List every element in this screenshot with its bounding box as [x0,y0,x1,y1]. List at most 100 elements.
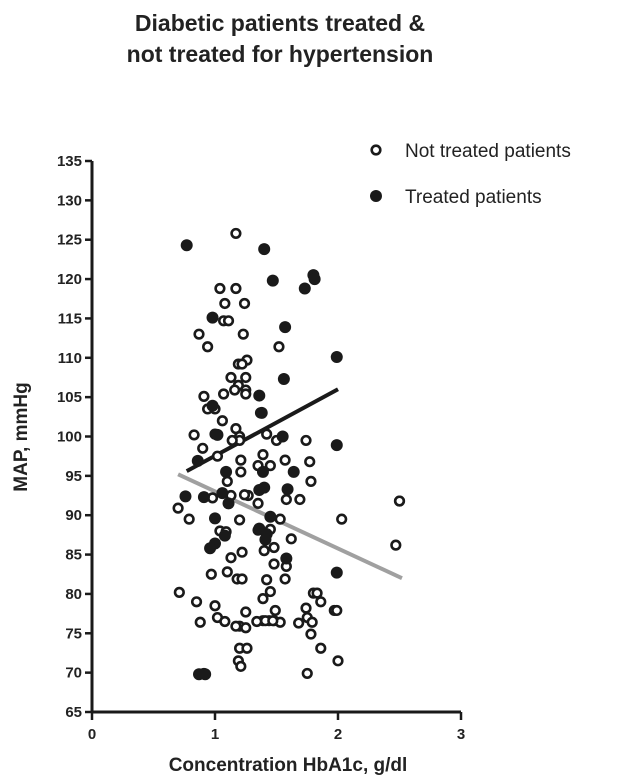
y-tick-label: 130 [57,192,82,209]
not-treated-point [268,558,280,570]
not-treated-point [236,546,248,558]
not-treated-point [190,596,203,608]
not-treated-point [211,450,224,462]
not-treated-point [305,475,317,487]
not-treated-point [238,489,251,501]
not-treated-point [301,667,313,680]
treated-point [277,373,290,386]
y-tick-label: 85 [65,547,82,564]
not-treated-point [238,297,251,310]
treated-point [211,428,224,441]
treated-point [330,566,343,579]
not-treated-point [218,388,230,400]
not-treated-point [279,573,291,585]
treated-point [179,490,192,503]
regression-line-not-treated-patients [177,472,403,580]
not-treated-point [332,655,344,667]
not-treated-point [393,495,406,507]
treated-point [280,552,293,565]
not-treated-point [300,434,312,447]
y-tick-label: 105 [57,389,82,406]
not-treated-point [237,328,249,340]
not-treated-point [225,552,237,564]
treated-point [330,350,343,363]
y-tick-label: 100 [57,429,82,446]
not-treated-point [173,586,185,598]
not-treated-point [257,593,269,605]
not-treated-point [194,616,206,628]
not-treated-point [236,573,248,585]
treated-point [222,497,235,510]
treated-point [276,430,289,443]
not-treated-point [235,454,247,466]
legend-marker-treated-patients [370,190,382,202]
not-treated-point [261,574,273,586]
y-tick-label: 90 [65,507,82,524]
not-treated-point [305,628,317,640]
treated-point [279,321,292,334]
not-treated-point [241,642,253,654]
not-treated-point [315,642,327,654]
not-treated-point [234,514,246,526]
not-treated-point [225,371,237,384]
treated-point [298,282,311,295]
treated-point [216,487,229,500]
y-axis-title: MAP, mmHg [11,382,32,491]
not-treated-point [202,341,214,353]
not-treated-point [219,297,231,310]
regression-line-treated-patients [185,387,339,473]
treated-point [330,439,343,452]
legend-label-not-treated-patients: Not treated patients [405,141,571,162]
x-tick-label: 0 [88,726,96,743]
treated-point [264,510,277,523]
y-tick-label: 75 [65,625,82,642]
axes: 65 70 75 80 85 90 95 100 105 110 115 120 125 130 135 0 1… [57,153,465,743]
not-treated-point [188,429,200,441]
not-treated-point [273,341,285,353]
treated-point [253,484,266,497]
not-treated-point [205,568,217,580]
not-treated-point [240,388,252,400]
not-treated-point [315,596,327,608]
not-treated-point [240,371,252,384]
y-tick-label: 70 [65,665,82,682]
not-treated-point [240,622,252,634]
not-treated-point [304,456,316,468]
not-treated-point [252,497,264,510]
not-treated-point [222,315,235,327]
not-treated-point [264,585,276,598]
treated-point [281,483,294,496]
not-treated-point [257,449,269,461]
regression-lines [177,387,403,580]
treated-point [308,273,321,286]
x-tick-label: 1 [211,726,219,743]
chart-title-line-2: not treated for hypertension [126,41,434,67]
not-treated-point [193,328,205,340]
not-treated-point [230,227,242,240]
not-treated-point [258,545,270,557]
treated-point [256,465,269,478]
not-treated-point [183,513,195,525]
not-treated-point [209,600,221,612]
not-treated-point [214,282,226,295]
not-treated-point [306,616,318,628]
not-treated-point [230,282,242,295]
not-treated-point [280,493,292,506]
chart-title: Diabetic patients treated & not treated … [0,8,560,70]
treated-point [197,491,210,504]
treated-point [259,533,272,546]
y-tick-label: 80 [65,586,82,603]
treated-point [180,239,193,252]
treated-point [193,668,206,681]
x-tick-label: 2 [334,726,342,743]
not-treated-point [226,434,238,447]
legend: Not treated patients Treated patients [370,141,571,208]
treated-point [209,512,221,525]
not-treated-point [311,587,323,599]
not-treated-point [240,606,252,618]
not-treated-point [285,533,297,545]
not-treated-point [294,493,306,506]
y-tick-label: 115 [58,310,82,327]
not-treated-point [269,604,281,617]
